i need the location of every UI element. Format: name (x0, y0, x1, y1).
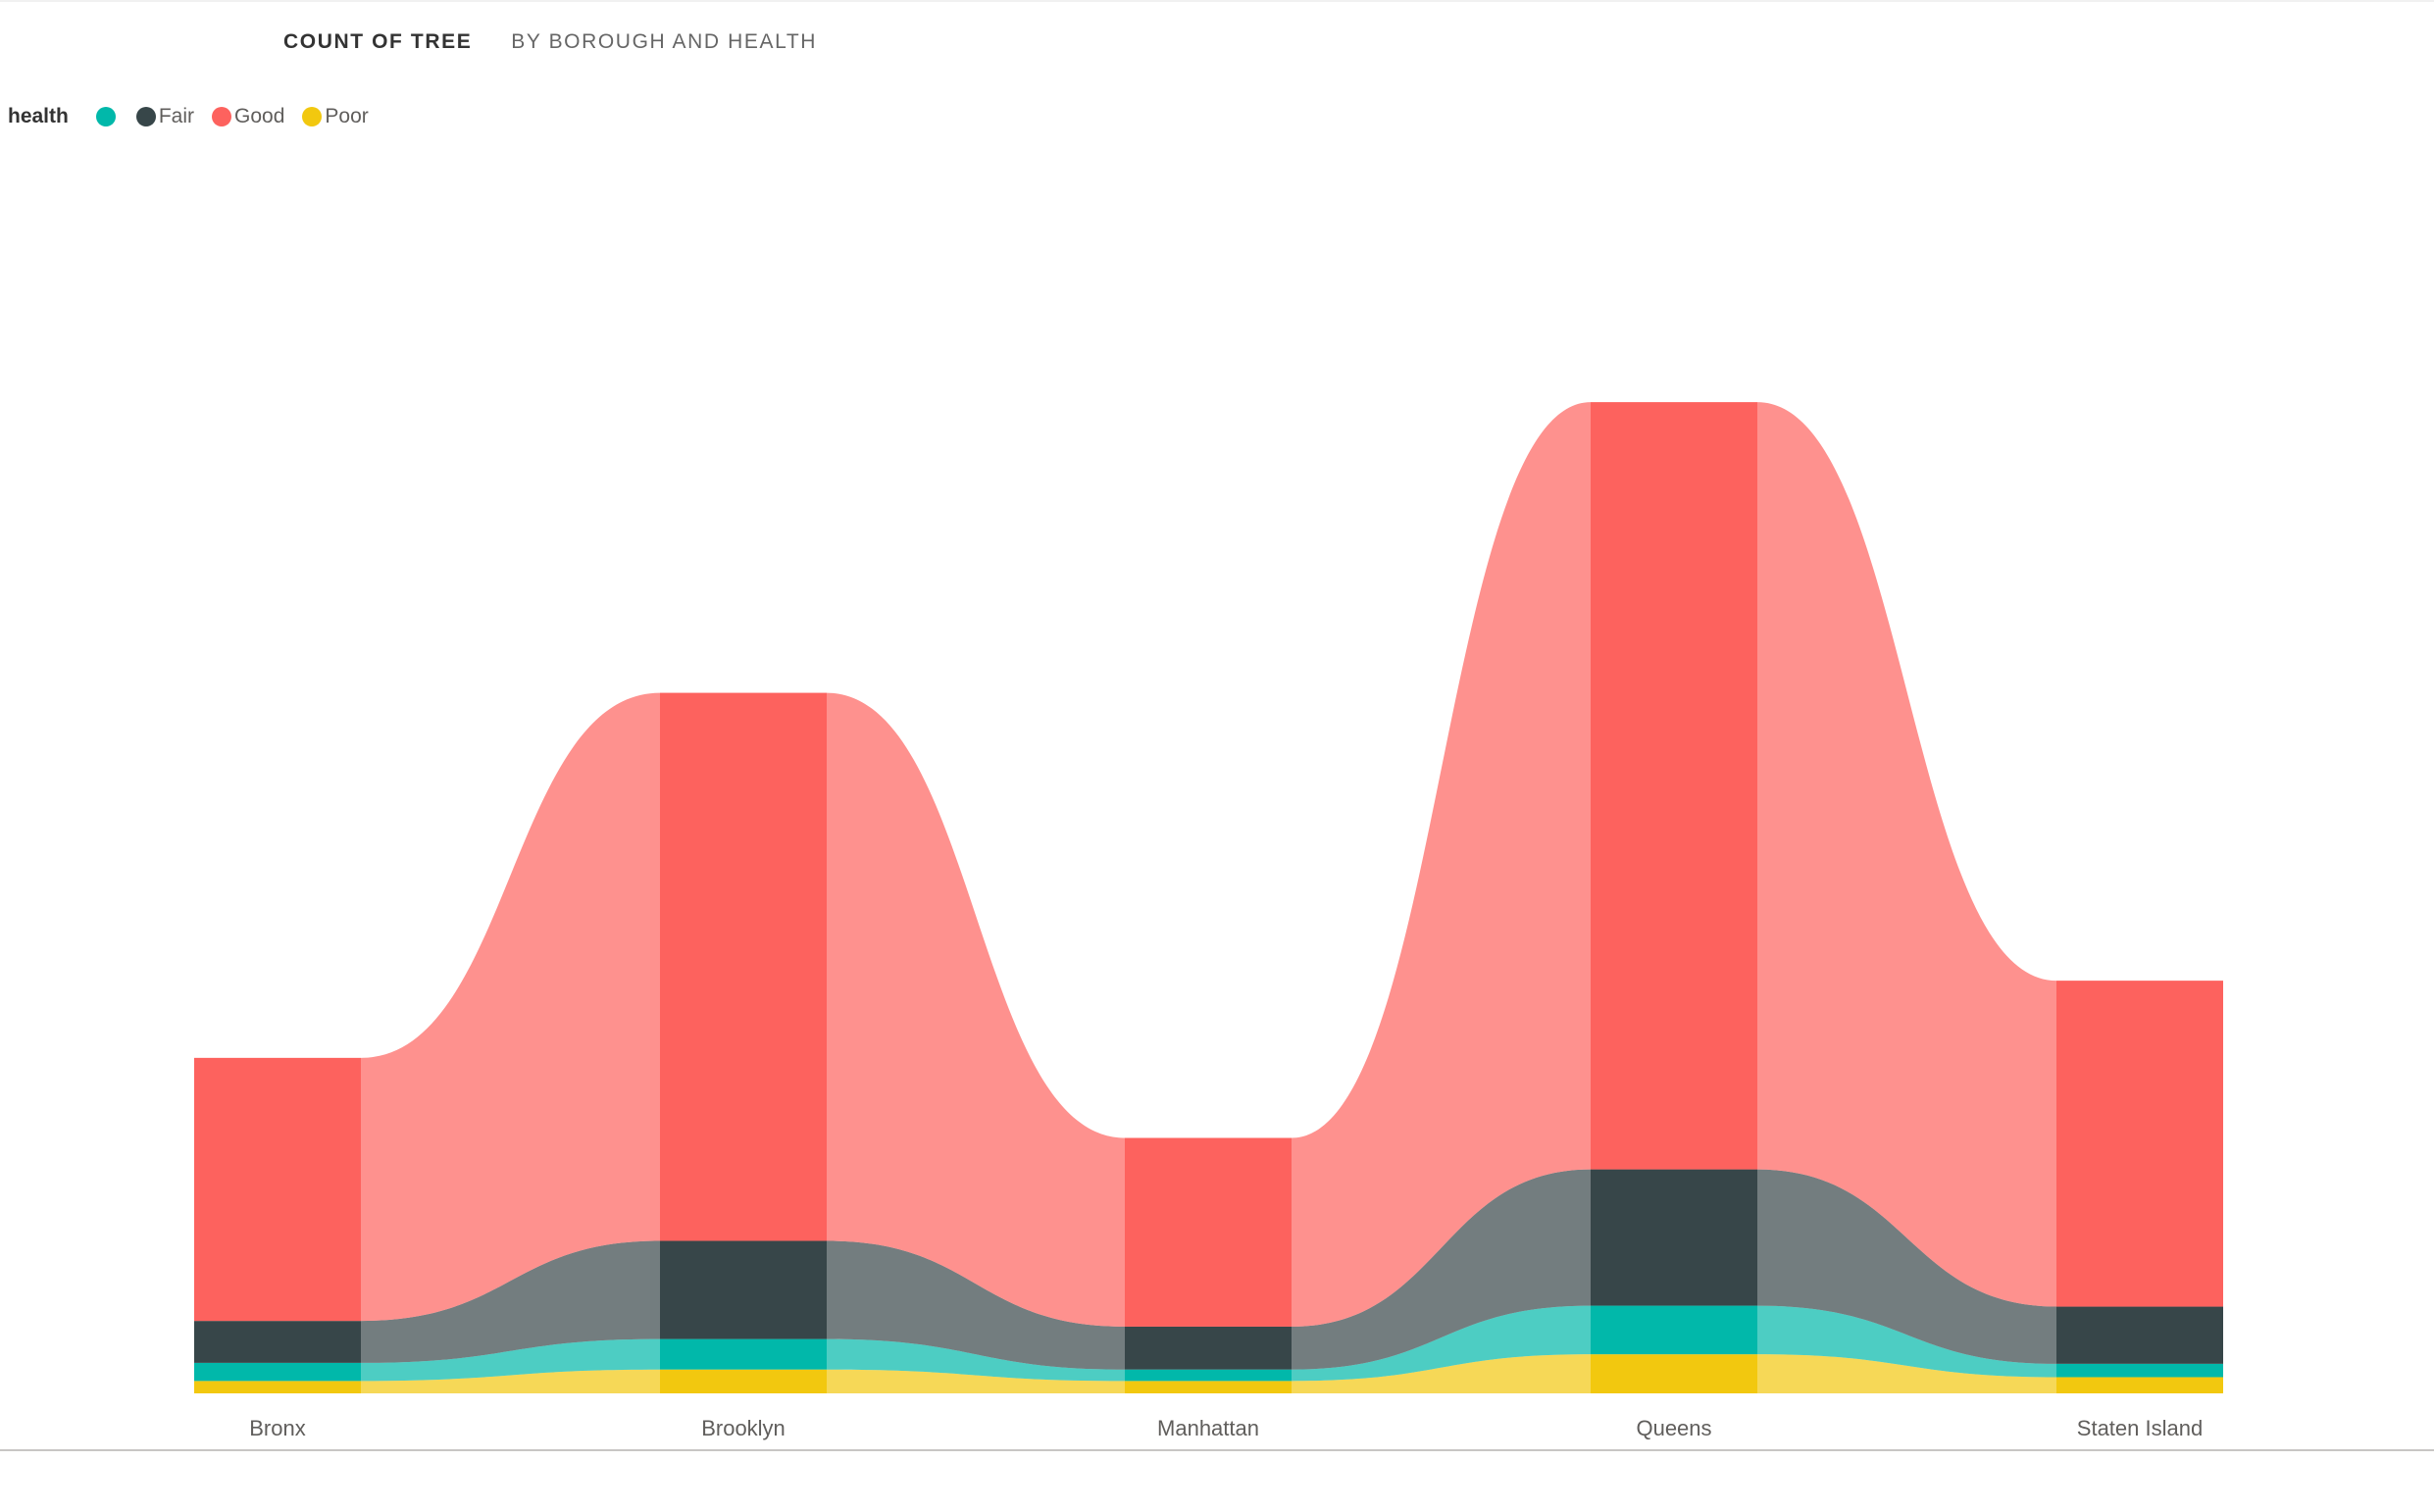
ribbon-blank-bronx-to-brooklyn[interactable] (361, 1338, 660, 1382)
ribbon-fair-manhattan-to-queens[interactable] (1292, 1169, 1591, 1370)
chart-title-sub: BY BOROUGH AND HEALTH (511, 30, 818, 53)
x-tick-label-manhattan: Manhattan (1157, 1416, 1259, 1440)
legend-swatch-poor (302, 107, 323, 126)
column-segment-brooklyn-blank[interactable] (660, 1338, 827, 1370)
chart-title-main: COUNT OF TREE (283, 30, 473, 53)
legend: health Fair Good Poor (8, 100, 386, 133)
column-segment-manhattan-fair[interactable] (1125, 1326, 1292, 1370)
ribbon-blank-brooklyn-to-manhattan[interactable] (827, 1338, 1125, 1382)
column-layer (194, 402, 2223, 1393)
ribbon-blank-queens-to-staten-island[interactable] (1757, 1305, 2056, 1378)
column-segment-staten-island-good[interactable] (2056, 981, 2223, 1307)
legend-label-good: Good (234, 105, 285, 127)
legend-item-fair[interactable]: Fair (135, 105, 195, 128)
column-segment-queens-poor[interactable] (1591, 1354, 1757, 1393)
column-segment-queens-good[interactable] (1591, 402, 1757, 1170)
column-segment-staten-island-blank[interactable] (2056, 1363, 2223, 1378)
ribbon-blank-manhattan-to-queens[interactable] (1292, 1305, 1591, 1382)
legend-item-good[interactable]: Good (212, 105, 284, 128)
ribbon-poor-queens-to-staten-island[interactable] (1757, 1354, 2056, 1393)
ribbon-poor-bronx-to-brooklyn[interactable] (361, 1369, 660, 1393)
legend-label-fair: Fair (158, 105, 195, 127)
column-segment-bronx-poor[interactable] (194, 1381, 361, 1393)
column-segment-queens-fair[interactable] (1591, 1169, 1757, 1306)
column-segment-manhattan-poor[interactable] (1125, 1381, 1292, 1393)
column-segment-staten-island-fair[interactable] (2056, 1306, 2223, 1364)
top-divider (0, 0, 2434, 2)
ribbon-good-bronx-to-brooklyn[interactable] (361, 692, 660, 1322)
x-tick-label-staten-island: Staten Island (2077, 1416, 2203, 1440)
column-segment-bronx-good[interactable] (194, 1057, 361, 1322)
x-tick-label-queens: Queens (1636, 1416, 1711, 1440)
column-segment-bronx-fair[interactable] (194, 1321, 361, 1363)
ribbon-fair-queens-to-staten-island[interactable] (1757, 1169, 2056, 1364)
column-segment-staten-island-poor[interactable] (2056, 1377, 2223, 1393)
ribbon-poor-manhattan-to-queens[interactable] (1292, 1354, 1591, 1393)
chart-title: COUNT OF TREE BY BOROUGH AND HEALTH (283, 27, 817, 57)
ribbon-fair-bronx-to-brooklyn[interactable] (361, 1240, 660, 1363)
x-tick-label-brooklyn: Brooklyn (701, 1416, 786, 1440)
column-segment-manhattan-blank[interactable] (1125, 1369, 1292, 1382)
column-segment-manhattan-good[interactable] (1125, 1137, 1292, 1327)
x-axis: Bronx Brooklyn Manhattan Queens Staten Islan… (249, 1416, 2203, 1440)
ribbon-layer (361, 402, 2056, 1393)
column-segment-brooklyn-poor[interactable] (660, 1369, 827, 1393)
column-segment-queens-blank[interactable] (1591, 1305, 1757, 1355)
column-segment-brooklyn-good[interactable] (660, 692, 827, 1241)
ribbon-poor-brooklyn-to-manhattan[interactable] (827, 1369, 1125, 1393)
legend-swatch-fair (135, 107, 156, 126)
legend-item-poor[interactable]: Poor (302, 105, 369, 128)
legend-swatch-blank (95, 107, 116, 126)
column-segment-brooklyn-fair[interactable] (660, 1240, 827, 1339)
ribbon-good-brooklyn-to-manhattan[interactable] (827, 692, 1125, 1327)
ribbon-good-manhattan-to-queens[interactable] (1292, 402, 1591, 1327)
legend-label-poor: Poor (325, 105, 369, 127)
ribbon-fair-brooklyn-to-manhattan[interactable] (827, 1240, 1125, 1370)
legend-title: health (8, 105, 69, 127)
x-tick-label-bronx: Bronx (249, 1416, 305, 1440)
legend-item-blank[interactable] (95, 107, 119, 126)
ribbon-good-queens-to-staten-island[interactable] (1757, 402, 2056, 1307)
bottom-divider (0, 1449, 2434, 1451)
column-segment-bronx-blank[interactable] (194, 1362, 361, 1382)
legend-swatch-good (212, 107, 232, 126)
